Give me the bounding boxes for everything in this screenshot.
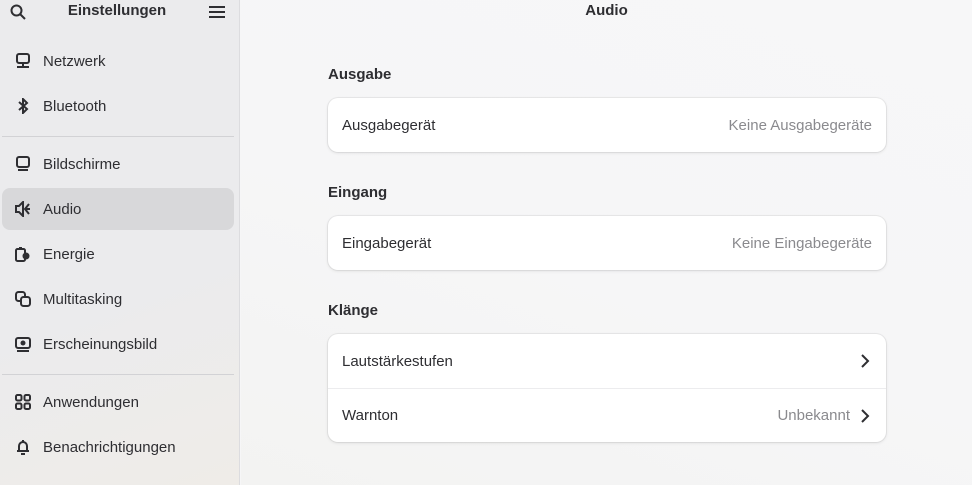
main-content: Audio Ausgabe Ausgabegerät Keine Ausgabe…	[241, 0, 972, 485]
sidebar-item-label: Energie	[43, 245, 95, 263]
sidebar-item-label: Multitasking	[43, 290, 123, 308]
row-label: Ausgabegerät	[342, 116, 436, 134]
row-label: Lautstärkestufen	[342, 352, 453, 370]
volume-levels-row[interactable]: Lautstärkestufen	[328, 334, 886, 388]
multitasking-icon	[14, 290, 32, 308]
main-menu-button[interactable]	[207, 2, 227, 22]
sidebar: Einstellungen Netzwerk Bluetooth Bildsch…	[0, 0, 240, 485]
input-device-row[interactable]: Eingabegerät Keine Eingabegeräte	[328, 216, 886, 270]
search-button[interactable]	[8, 2, 28, 22]
row-label: Eingabegerät	[342, 234, 432, 252]
sidebar-item-label: Anwendungen	[43, 393, 139, 411]
appearance-icon	[14, 335, 32, 353]
row-value: Keine Eingabegeräte	[731, 234, 872, 252]
sidebar-item-label: Erscheinungsbild	[43, 335, 158, 353]
section-heading-eingang: Eingang	[328, 184, 388, 201]
bluetooth-icon	[14, 97, 32, 115]
row-label: Warnton	[342, 407, 399, 424]
row-value: Keine Ausgabegeräte	[728, 116, 872, 134]
sidebar-item-benachrichtigungen[interactable]: Benachrichtigungen	[2, 426, 234, 468]
sidebar-item-multitasking[interactable]: Multitasking	[2, 278, 234, 320]
sidebar-item-audio[interactable]: Audio	[2, 188, 234, 230]
section-heading-klaenge: Klänge	[328, 302, 379, 319]
power-icon	[14, 245, 32, 263]
sidebar-item-label: Bluetooth	[43, 97, 107, 115]
sidebar-item-label: Audio	[43, 200, 82, 218]
sounds-card: Lautstärkestufen Warnton Unbekannt	[328, 334, 886, 442]
bell-icon	[14, 438, 32, 456]
input-card: Eingabegerät Keine Eingabegeräte	[328, 216, 886, 270]
sidebar-item-erscheinungsbild[interactable]: Erscheinungsbild	[2, 323, 234, 365]
alert-sound-row[interactable]: Warnton Unbekannt	[328, 388, 886, 442]
display-icon	[14, 155, 32, 173]
sidebar-item-netzwerk[interactable]: Netzwerk	[2, 40, 234, 82]
chevron-right-icon	[861, 354, 870, 368]
sidebar-item-energie[interactable]: Energie	[2, 233, 234, 275]
sidebar-divider	[2, 136, 234, 137]
chevron-right-icon	[861, 408, 870, 423]
sidebar-item-label: Bildschirme	[43, 155, 121, 173]
sidebar-header: Einstellungen	[0, 0, 239, 24]
sidebar-divider	[2, 374, 234, 375]
output-card: Ausgabegerät Keine Ausgabegeräte	[328, 98, 886, 152]
hamburger-menu-icon	[209, 6, 225, 18]
section-heading-ausgabe: Ausgabe	[328, 66, 392, 83]
page-title: Audio	[585, 2, 628, 19]
row-value: Unbekannt	[777, 407, 850, 424]
output-device-row[interactable]: Ausgabegerät Keine Ausgabegeräte	[328, 98, 886, 152]
sidebar-item-label: Netzwerk	[43, 52, 106, 70]
sidebar-item-anwendungen[interactable]: Anwendungen	[2, 381, 234, 423]
sidebar-item-bildschirme[interactable]: Bildschirme	[2, 143, 234, 185]
sidebar-title: Einstellungen	[67, 2, 167, 19]
search-icon	[10, 4, 26, 20]
apps-icon	[14, 393, 32, 411]
sidebar-item-label: Benachrichtigungen	[43, 438, 176, 456]
sidebar-item-bluetooth[interactable]: Bluetooth	[2, 85, 234, 127]
network-icon	[14, 52, 32, 70]
speaker-icon	[14, 200, 32, 218]
